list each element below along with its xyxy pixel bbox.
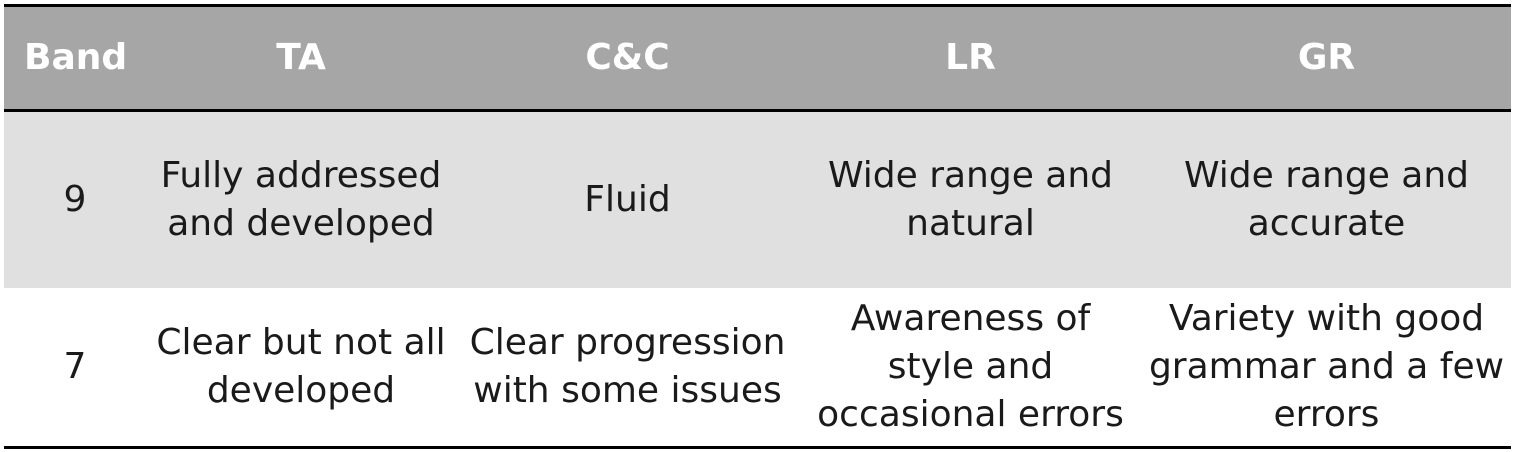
cell-lr: Wide range and natural <box>827 155 1114 244</box>
band-descriptor-table: Band TA C&C LR GR 9 Fully addressed and … <box>4 4 1511 449</box>
cell-ta: Clear but not all developed <box>156 322 446 411</box>
header-gr: GR <box>1297 37 1356 78</box>
cell-band: 9 <box>63 179 87 220</box>
cell-cc: Clear progression with some issues <box>469 322 786 411</box>
cell-gr: Variety with good grammar and a few erro… <box>1148 298 1505 435</box>
cell-lr: Awareness of style and occasional errors <box>817 298 1124 435</box>
header-lr: LR <box>945 37 996 78</box>
cell-cc: Fluid <box>584 179 671 220</box>
table-row-band-7: 7 Clear but not all developed Clear prog… <box>4 288 1511 446</box>
cell-ta: Fully addressed and developed <box>160 155 442 244</box>
table-row-band-9: 9 Fully addressed and developed Fluid Wi… <box>4 112 1511 288</box>
header-ta: TA <box>276 37 326 78</box>
header-band: Band <box>24 37 128 78</box>
table-header-row: Band TA C&C LR GR <box>4 7 1511 112</box>
cell-band: 7 <box>63 346 87 387</box>
cell-gr: Wide range and accurate <box>1183 155 1470 244</box>
header-cc: C&C <box>585 37 670 78</box>
